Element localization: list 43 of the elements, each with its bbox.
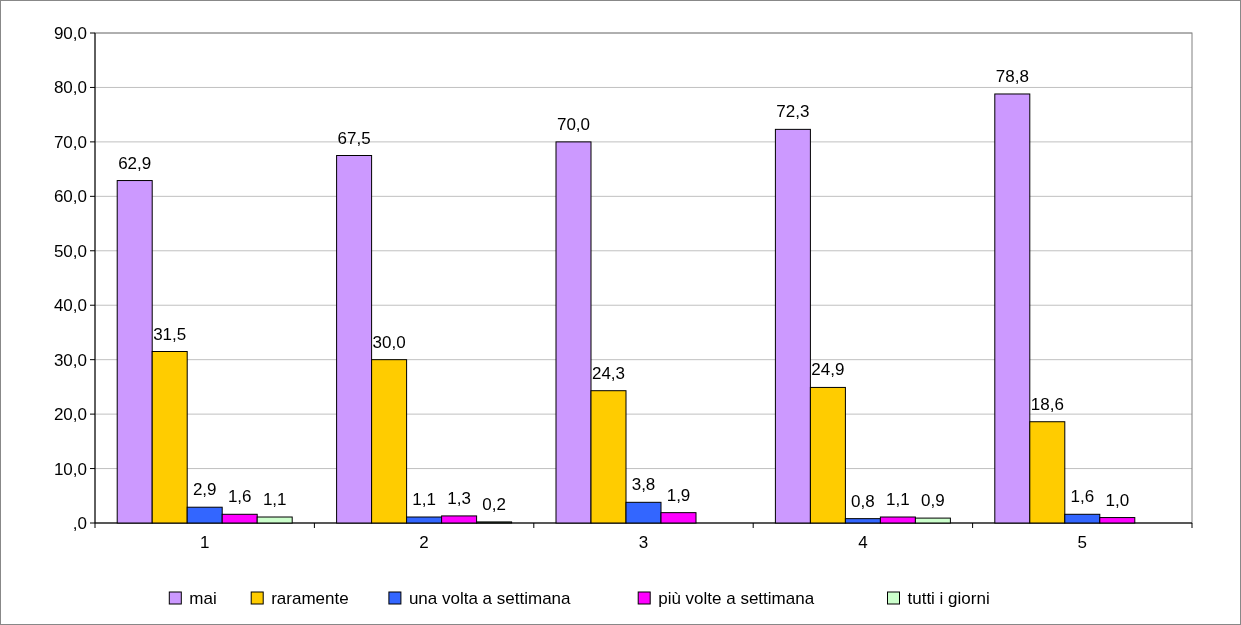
x-tick-label: 1	[199, 533, 210, 552]
data-label: 1,6	[227, 487, 252, 507]
data-label: 1,3	[447, 488, 471, 508]
data-label: 3,8	[631, 475, 656, 495]
y-tick-label: 50,0	[53, 241, 87, 261]
legend-label: raramente	[271, 589, 349, 608]
data-label: 70,0	[556, 114, 591, 134]
x-tick-label: 2	[419, 533, 429, 552]
y-tick-label: 60,0	[53, 187, 87, 207]
data-label: 1,9	[666, 485, 691, 505]
data-label: 0,9	[921, 491, 945, 511]
data-label: 1,1	[262, 490, 287, 510]
y-tick-label: 10,0	[53, 459, 87, 479]
data-label: 0,2	[482, 494, 506, 514]
y-tick-label: 80,0	[53, 78, 87, 98]
y-tick-label: 30,0	[53, 350, 87, 370]
data-label: 24,9	[811, 360, 845, 380]
data-label: 18,6	[1030, 394, 1064, 414]
data-label: 31,5	[153, 324, 187, 344]
data-label: 30,0	[372, 332, 406, 352]
legend-label: mai	[189, 589, 217, 608]
data-label: 1,6	[1070, 487, 1095, 507]
data-label: 0,8	[851, 491, 875, 511]
data-label: 1,0	[1105, 490, 1130, 510]
legend-label: più volte a settimana	[658, 589, 815, 608]
data-label: 62,9	[118, 153, 152, 173]
x-tick-label: 5	[1077, 533, 1088, 552]
data-label: 2,9	[192, 480, 217, 500]
data-label: 1,1	[886, 490, 910, 510]
y-tick-label: 20,0	[53, 405, 87, 425]
x-tick-label: 3	[638, 533, 649, 552]
y-tick-label: 40,0	[53, 296, 87, 316]
y-tick-label: ,0	[72, 513, 87, 533]
data-label: 1,1	[412, 490, 436, 510]
data-label: 78,8	[995, 66, 1029, 86]
data-label: 72,3	[776, 102, 810, 122]
legend-label: una volta a settimana	[408, 589, 572, 608]
data-label: 67,5	[337, 128, 371, 148]
y-tick-label: 70,0	[53, 132, 87, 152]
data-label: 24,3	[591, 363, 626, 383]
legend-label: tutti i giorni	[907, 589, 990, 608]
y-tick-label: 90,0	[53, 23, 87, 43]
x-tick-label: 4	[858, 533, 868, 552]
